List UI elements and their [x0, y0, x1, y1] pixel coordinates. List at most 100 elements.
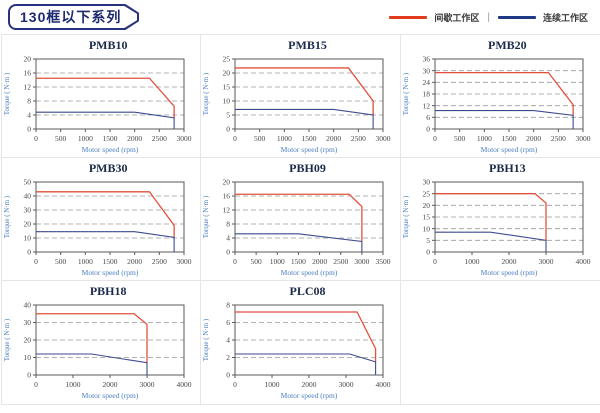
chart-cell-pmb15: PMB15 0 500 1000 1500 2000 2500 3000 0 5 10 15 20 25…	[201, 35, 401, 158]
svg-text:500: 500	[454, 134, 466, 143]
svg-text:4000: 4000	[177, 380, 192, 389]
svg-text:8: 8	[227, 301, 231, 310]
svg-text:2000: 2000	[103, 380, 118, 389]
svg-text:2500: 2500	[550, 134, 565, 143]
svg-text:0: 0	[426, 248, 430, 257]
svg-text:500: 500	[55, 134, 67, 143]
chart-svg-pbh13: 0 1000 2000 3000 4000 0 5 10 15 20 25 30 Motor speed…	[402, 178, 591, 277]
svg-text:50: 50	[24, 178, 32, 187]
svg-text:Motor speed (rpm): Motor speed (rpm)	[281, 391, 338, 400]
svg-text:1500: 1500	[302, 134, 317, 143]
svg-text:25: 25	[422, 189, 430, 198]
svg-text:20: 20	[223, 178, 231, 187]
svg-text:24: 24	[422, 78, 430, 87]
svg-text:Motor speed (rpm): Motor speed (rpm)	[82, 145, 139, 154]
chart-cell-pmb20: PMB20 0 500 1000 1500 2000 2500 3000 0 6 12 18 24 30…	[400, 35, 600, 158]
svg-text:10: 10	[223, 97, 231, 106]
svg-text:1000: 1000	[464, 257, 479, 266]
svg-text:0: 0	[233, 380, 237, 389]
chart-title-pbh09: PBH09	[289, 161, 326, 175]
svg-text:1000: 1000	[78, 257, 93, 266]
svg-text:0: 0	[426, 125, 430, 134]
svg-text:4000: 4000	[575, 257, 590, 266]
svg-text:3000: 3000	[538, 257, 553, 266]
svg-text:0: 0	[233, 257, 237, 266]
legend-item-continuous: 连续工作区	[497, 11, 588, 24]
svg-text:15: 15	[422, 213, 430, 222]
svg-text:30: 30	[24, 318, 32, 327]
svg-text:20: 20	[24, 336, 32, 345]
continuous-line-swatch	[497, 15, 536, 19]
svg-text:Motor speed (rpm): Motor speed (rpm)	[82, 268, 139, 277]
chart-svg-pmb10: 0 500 1000 1500 2000 2500 3000 0 4 8 12 16 20 Motor s…	[3, 55, 192, 154]
svg-text:25: 25	[223, 55, 231, 64]
chart-pbh09: 0 500 1000 1500 2000 2500 3000 3500 0 4 8 12 16 20 Mot…	[201, 176, 399, 280]
svg-text:0: 0	[227, 125, 231, 134]
chart-title-pbh13: PBH13	[488, 161, 526, 175]
svg-text:0: 0	[27, 371, 31, 380]
chart-pmb10: 0 500 1000 1500 2000 2500 3000 0 4 8 12 16 20 Motor s…	[2, 53, 200, 157]
svg-text:40: 40	[24, 301, 32, 310]
svg-text:3000: 3000	[177, 134, 192, 143]
svg-text:2000: 2000	[312, 257, 327, 266]
svg-text:0: 0	[433, 134, 437, 143]
svg-text:2000: 2000	[326, 134, 341, 143]
svg-text:1000: 1000	[66, 380, 81, 389]
svg-text:30: 30	[422, 178, 430, 187]
svg-text:30: 30	[422, 66, 430, 75]
chart-svg-pmb15: 0 500 1000 1500 2000 2500 3000 0 5 10 15 20 25 Motor …	[202, 55, 391, 154]
svg-text:18: 18	[422, 90, 430, 99]
series-title-tag: 130框以下系列	[8, 4, 139, 30]
svg-text:500: 500	[251, 257, 263, 266]
chart-title-pmb20: PMB20	[487, 38, 527, 52]
chart-title-pmb15: PMB15	[288, 38, 327, 52]
svg-text:0: 0	[27, 125, 31, 134]
svg-text:1000: 1000	[277, 134, 292, 143]
svg-text:20: 20	[223, 69, 231, 78]
page-title: 130框以下系列	[20, 9, 122, 25]
chart-svg-pbh09: 0 500 1000 1500 2000 2500 3000 3500 0 4 8 12 16 20 Mot…	[202, 178, 391, 277]
svg-text:2500: 2500	[351, 134, 366, 143]
svg-text:2: 2	[227, 353, 231, 362]
svg-text:6: 6	[426, 113, 430, 122]
svg-text:1500: 1500	[103, 257, 118, 266]
svg-text:Torque ( N·m ): Torque ( N·m )	[402, 195, 410, 238]
svg-text:Torque ( N·m ): Torque ( N·m )	[402, 72, 410, 115]
chart-cell-pmb10: PMB10 0 500 1000 1500 2000 2500 3000 0 4 8 12 16 20 M…	[2, 35, 202, 158]
svg-text:3500: 3500	[376, 257, 391, 266]
chart-grid: PMB10 0 500 1000 1500 2000 2500 3000 0 4 8 12 16 20 M…	[1, 34, 600, 405]
svg-text:2000: 2000	[501, 257, 516, 266]
chart-cell-pmb30: PMB30 0 500 1000 1500 2000 2500 3000 0 10 20 30 40 5…	[2, 158, 202, 281]
svg-text:0: 0	[27, 248, 31, 257]
chart-svg-pmb20: 0 500 1000 1500 2000 2500 3000 0 6 12 18 24 30 36 Moto…	[402, 55, 591, 154]
svg-text:Motor speed (rpm): Motor speed (rpm)	[82, 391, 139, 400]
svg-text:0: 0	[34, 257, 38, 266]
svg-text:1500: 1500	[291, 257, 306, 266]
series-title-tag-fill	[10, 6, 137, 28]
chart-cell-pbh09: PBH09 0 500 1000 1500 2000 2500 3000 3500 0 4 8 12 1…	[201, 158, 401, 281]
svg-text:3000: 3000	[575, 134, 590, 143]
svg-text:1000: 1000	[476, 134, 491, 143]
svg-text:2500: 2500	[152, 257, 167, 266]
svg-text:Torque ( N·m ): Torque ( N·m )	[202, 318, 210, 361]
svg-text:2000: 2000	[302, 380, 317, 389]
svg-text:30: 30	[24, 206, 32, 215]
chart-svg-pbh18: 0 1000 2000 3000 4000 0 10 20 30 40 Motor speed (r…	[3, 301, 192, 400]
svg-text:15: 15	[223, 83, 231, 92]
legend-label-intermittent: 间歇工作区	[434, 12, 480, 23]
svg-text:3000: 3000	[355, 257, 370, 266]
svg-text:10: 10	[24, 353, 32, 362]
header: 130框以下系列 间歇工作区 | 连续工作区	[0, 0, 600, 34]
chart-svg-pmb30: 0 500 1000 1500 2000 2500 3000 0 10 20 30 40 50 Motor…	[3, 178, 192, 277]
svg-text:0: 0	[34, 134, 38, 143]
svg-text:1500: 1500	[501, 134, 516, 143]
svg-text:6: 6	[227, 318, 231, 327]
svg-text:Torque ( N·m ): Torque ( N·m )	[3, 195, 11, 238]
chart-pbh18: 0 1000 2000 3000 4000 0 10 20 30 40 Motor speed (r…	[2, 299, 200, 404]
svg-text:2000: 2000	[127, 134, 142, 143]
svg-text:4: 4	[227, 234, 231, 243]
svg-text:0: 0	[34, 380, 38, 389]
svg-text:500: 500	[55, 257, 67, 266]
chart-cell-pbh18: PBH18 0 1000 2000 3000 4000 0 10 20 30 40 Motor sp…	[2, 281, 202, 404]
